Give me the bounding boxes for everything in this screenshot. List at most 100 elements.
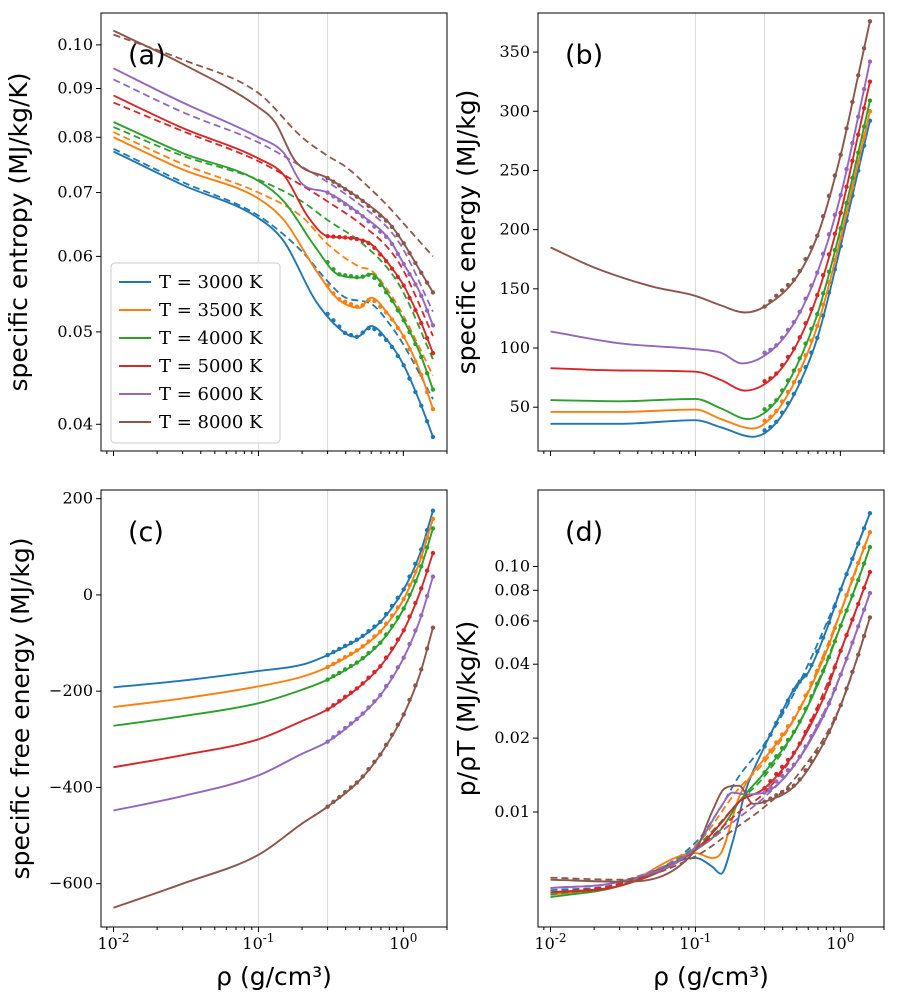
data-point xyxy=(419,586,424,591)
data-point xyxy=(844,184,849,190)
data-point xyxy=(378,619,383,625)
data-point xyxy=(424,419,430,424)
data-point xyxy=(785,737,791,743)
x-tick-label: 100 xyxy=(389,931,417,953)
y-tick-label: 0.06 xyxy=(57,246,93,265)
y-tick-label: 0 xyxy=(83,585,93,604)
data-point xyxy=(430,526,436,531)
y-tick-label: 0.02 xyxy=(494,728,530,747)
data-point xyxy=(413,389,418,395)
data-point xyxy=(378,229,383,234)
data-point xyxy=(389,623,395,629)
data-point xyxy=(803,729,808,735)
data-point xyxy=(325,677,330,682)
data-point xyxy=(856,577,861,583)
data-point xyxy=(366,325,371,331)
data-point xyxy=(378,213,383,218)
data-point xyxy=(348,274,354,279)
data-point xyxy=(395,722,401,727)
data-point xyxy=(366,272,371,278)
data-point xyxy=(366,203,371,209)
data-point xyxy=(820,656,826,661)
data-point xyxy=(856,652,861,657)
data-point xyxy=(401,334,406,339)
series-line-T3000-model xyxy=(113,147,434,400)
data-point xyxy=(856,150,861,155)
axes-frame xyxy=(100,489,448,928)
data-point xyxy=(809,283,814,288)
data-point xyxy=(774,293,779,299)
data-point xyxy=(809,734,814,739)
data-point xyxy=(372,645,377,651)
data-point xyxy=(815,649,820,654)
data-point xyxy=(383,742,389,748)
data-point xyxy=(785,389,791,395)
data-point xyxy=(774,398,779,403)
y-tick-label: 200 xyxy=(62,489,93,508)
data-point xyxy=(779,773,785,779)
data-point xyxy=(768,376,773,381)
data-point xyxy=(342,654,348,660)
data-point xyxy=(401,628,406,633)
data-point xyxy=(360,274,365,279)
data-point xyxy=(826,620,832,625)
data-point xyxy=(424,308,430,313)
data-point xyxy=(325,283,330,288)
data-point xyxy=(791,380,797,385)
data-point xyxy=(401,587,406,592)
data-point xyxy=(768,784,773,790)
data-point xyxy=(779,388,785,393)
series-line-T4000 xyxy=(550,100,871,420)
data-point xyxy=(774,754,779,759)
data-point xyxy=(803,353,808,358)
data-point xyxy=(413,308,418,313)
series-line-T5000 xyxy=(113,552,434,769)
data-point xyxy=(867,590,873,596)
data-point xyxy=(360,633,365,639)
series-line-T8000 xyxy=(550,21,871,314)
data-point xyxy=(774,419,779,424)
data-point xyxy=(791,277,797,282)
data-point xyxy=(762,418,767,424)
data-point xyxy=(348,690,354,695)
series-line-T6000-model xyxy=(550,592,871,889)
panel-label: (a) xyxy=(128,40,166,71)
series-line-T6000 xyxy=(550,61,871,365)
data-point xyxy=(762,304,767,309)
data-point xyxy=(785,768,791,773)
data-point xyxy=(419,613,424,618)
data-point xyxy=(354,194,360,199)
series-line-T5000-model xyxy=(113,101,434,337)
plot-area-d xyxy=(550,510,873,899)
data-point xyxy=(325,739,330,744)
data-point xyxy=(401,241,406,246)
data-point xyxy=(861,105,867,111)
y-tick-label: 0.01 xyxy=(494,802,530,821)
data-point xyxy=(850,99,855,105)
y-tick-label: 200 xyxy=(499,220,530,239)
data-point xyxy=(395,274,401,280)
data-point xyxy=(424,593,430,599)
data-point xyxy=(815,311,820,317)
data-point xyxy=(372,224,377,229)
data-point xyxy=(331,179,336,184)
data-point xyxy=(424,527,430,533)
y-tick-label: 300 xyxy=(499,101,530,120)
data-point xyxy=(342,330,348,336)
data-point xyxy=(372,759,377,765)
data-point xyxy=(867,544,873,550)
y-tick-label: 0.09 xyxy=(57,78,93,97)
data-point xyxy=(383,337,389,343)
data-point xyxy=(366,240,371,246)
data-point xyxy=(331,734,336,740)
data-point xyxy=(354,716,360,722)
data-point xyxy=(325,190,330,195)
data-point xyxy=(785,282,791,288)
data-point xyxy=(337,794,342,800)
data-point xyxy=(419,564,424,569)
x-tick-label: 10-2 xyxy=(534,931,566,953)
data-point xyxy=(809,759,814,764)
data-point xyxy=(378,252,383,257)
series-line-T6000-model xyxy=(113,78,434,313)
